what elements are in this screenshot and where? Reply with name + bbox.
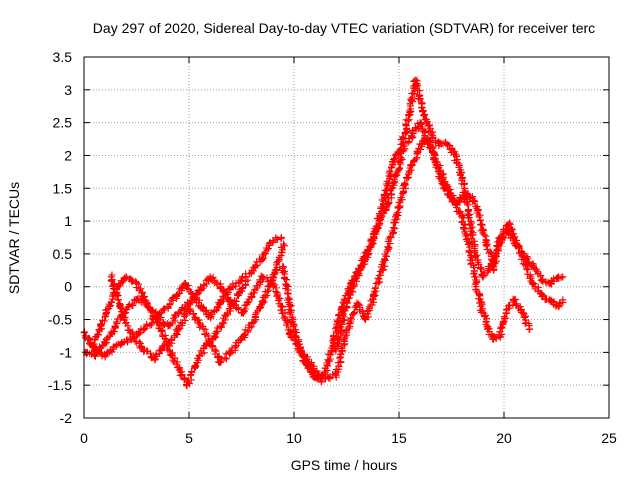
axis-ticks: 0 5 10 15 20 25 -2 -1.5 -1 -0.5 0 0.5 1 1.5 2 2.5 3 3.5 (48, 49, 617, 446)
y-tick-label: 0 (64, 279, 72, 295)
y-axis-label: SDTVAR / TECUs (6, 182, 22, 294)
series-markers (331, 120, 534, 355)
y-tick-label: -0.5 (48, 312, 72, 328)
y-tick-label: 2 (64, 147, 72, 163)
x-tick-label: 15 (391, 430, 407, 446)
series-track-7 (331, 119, 534, 355)
series-track-4 (107, 271, 252, 390)
plot-frame (83, 56, 610, 419)
y-tick-label: 1 (64, 213, 72, 229)
chart-title: Day 297 of 2020, Sidereal Day-to-day VTE… (93, 20, 595, 36)
y-tick-label: 2.5 (53, 115, 73, 131)
x-tick-label: 25 (601, 430, 617, 446)
series-track-6 (300, 134, 567, 383)
series-track-3 (88, 240, 288, 366)
y-tick-label: 3 (64, 82, 72, 98)
x-tick-label: 10 (286, 430, 302, 446)
data-series-layer (80, 76, 567, 390)
x-tick-label: 20 (496, 430, 512, 446)
x-tick-label: 5 (185, 430, 193, 446)
y-tick-label: -1.5 (48, 377, 72, 393)
x-tick-label: 0 (80, 430, 88, 446)
y-tick-label: 3.5 (53, 49, 73, 65)
y-tick-label: -2 (60, 410, 73, 426)
y-tick-label: 1.5 (53, 180, 73, 196)
series-markers (89, 242, 288, 366)
x-axis-label: GPS time / hours (291, 457, 398, 473)
y-tick-label: -1 (60, 344, 73, 360)
series-markers (107, 271, 250, 390)
y-tick-label: 0.5 (53, 246, 73, 262)
